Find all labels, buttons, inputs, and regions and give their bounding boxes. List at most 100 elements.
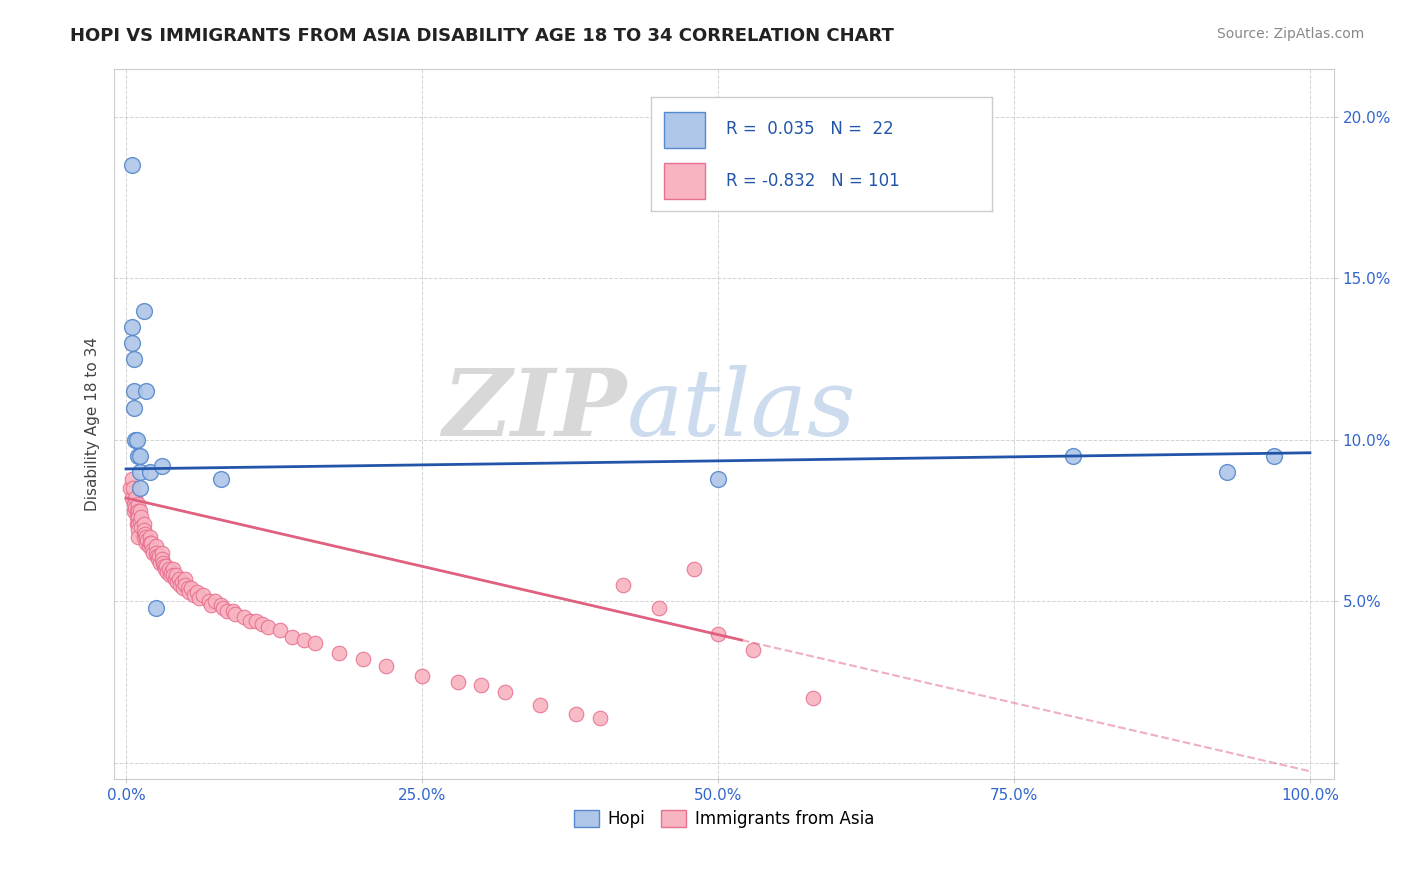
Point	[146, 549, 169, 563]
Point	[149, 556, 172, 570]
Text: atlas: atlas	[626, 365, 856, 455]
Point	[174, 572, 197, 586]
Point	[801, 691, 824, 706]
Point	[132, 303, 155, 318]
Point	[221, 604, 243, 618]
Point	[183, 588, 205, 602]
Point	[245, 614, 267, 628]
Point	[124, 498, 146, 512]
Point	[159, 568, 181, 582]
Point	[1263, 449, 1285, 463]
Point	[153, 562, 176, 576]
Point	[742, 642, 765, 657]
Point	[155, 558, 177, 573]
Point	[446, 675, 468, 690]
Point	[152, 556, 174, 570]
Point	[124, 384, 146, 399]
Point	[124, 491, 146, 505]
Point	[215, 604, 238, 618]
Point	[198, 594, 221, 608]
Point	[121, 336, 143, 351]
Point	[494, 684, 516, 698]
Text: Source: ZipAtlas.com: Source: ZipAtlas.com	[1216, 27, 1364, 41]
Point	[146, 552, 169, 566]
Point	[150, 546, 173, 560]
Point	[118, 481, 141, 495]
Point	[121, 158, 143, 172]
Point	[169, 572, 191, 586]
Point	[233, 610, 256, 624]
Point	[239, 614, 262, 628]
Point	[127, 510, 149, 524]
Text: HOPI VS IMMIGRANTS FROM ASIA DISABILITY AGE 18 TO 34 CORRELATION CHART: HOPI VS IMMIGRANTS FROM ASIA DISABILITY …	[70, 27, 894, 45]
Point	[292, 633, 315, 648]
Point	[188, 591, 211, 606]
Point	[129, 514, 152, 528]
Point	[131, 510, 153, 524]
Point	[139, 536, 162, 550]
Point	[269, 624, 291, 638]
Point	[121, 472, 143, 486]
Point	[204, 594, 226, 608]
Point	[1062, 449, 1084, 463]
Point	[191, 588, 214, 602]
Point	[124, 500, 146, 515]
Point	[129, 449, 152, 463]
Point	[170, 574, 193, 589]
Point	[145, 600, 167, 615]
Point	[125, 516, 148, 531]
Point	[150, 552, 173, 566]
Point	[707, 626, 730, 640]
Point	[129, 465, 152, 479]
Point	[127, 530, 149, 544]
Point	[157, 562, 180, 576]
Point	[135, 384, 157, 399]
Point	[174, 578, 197, 592]
Point	[150, 458, 173, 473]
Point	[328, 646, 350, 660]
Point	[352, 652, 374, 666]
Point	[127, 504, 149, 518]
Point	[163, 572, 186, 586]
Point	[124, 433, 146, 447]
Point	[129, 504, 152, 518]
Point	[411, 668, 433, 682]
Point	[200, 598, 222, 612]
Point	[125, 433, 148, 447]
Point	[180, 582, 202, 596]
Point	[135, 530, 157, 544]
Point	[141, 542, 163, 557]
Point	[132, 516, 155, 531]
Point	[588, 710, 610, 724]
Point	[250, 616, 273, 631]
Point	[134, 526, 156, 541]
Point	[127, 523, 149, 537]
Point	[136, 533, 159, 547]
Point	[165, 568, 187, 582]
Point	[212, 600, 235, 615]
Point	[145, 546, 167, 560]
Point	[648, 600, 671, 615]
Point	[122, 481, 145, 495]
Point	[127, 516, 149, 531]
Point	[176, 582, 198, 596]
Point	[138, 536, 160, 550]
Text: ZIP: ZIP	[441, 365, 626, 455]
Point	[124, 352, 146, 367]
Point	[125, 510, 148, 524]
Point	[470, 678, 492, 692]
Point	[124, 401, 146, 415]
Point	[707, 472, 730, 486]
Point	[125, 504, 148, 518]
Point	[166, 574, 188, 589]
Point	[1216, 465, 1239, 479]
Point	[124, 504, 146, 518]
Point	[135, 536, 157, 550]
Point	[131, 520, 153, 534]
Point	[153, 558, 176, 573]
Point	[121, 491, 143, 505]
Point	[209, 598, 232, 612]
Point	[375, 659, 398, 673]
Point	[209, 472, 232, 486]
Point	[565, 707, 588, 722]
